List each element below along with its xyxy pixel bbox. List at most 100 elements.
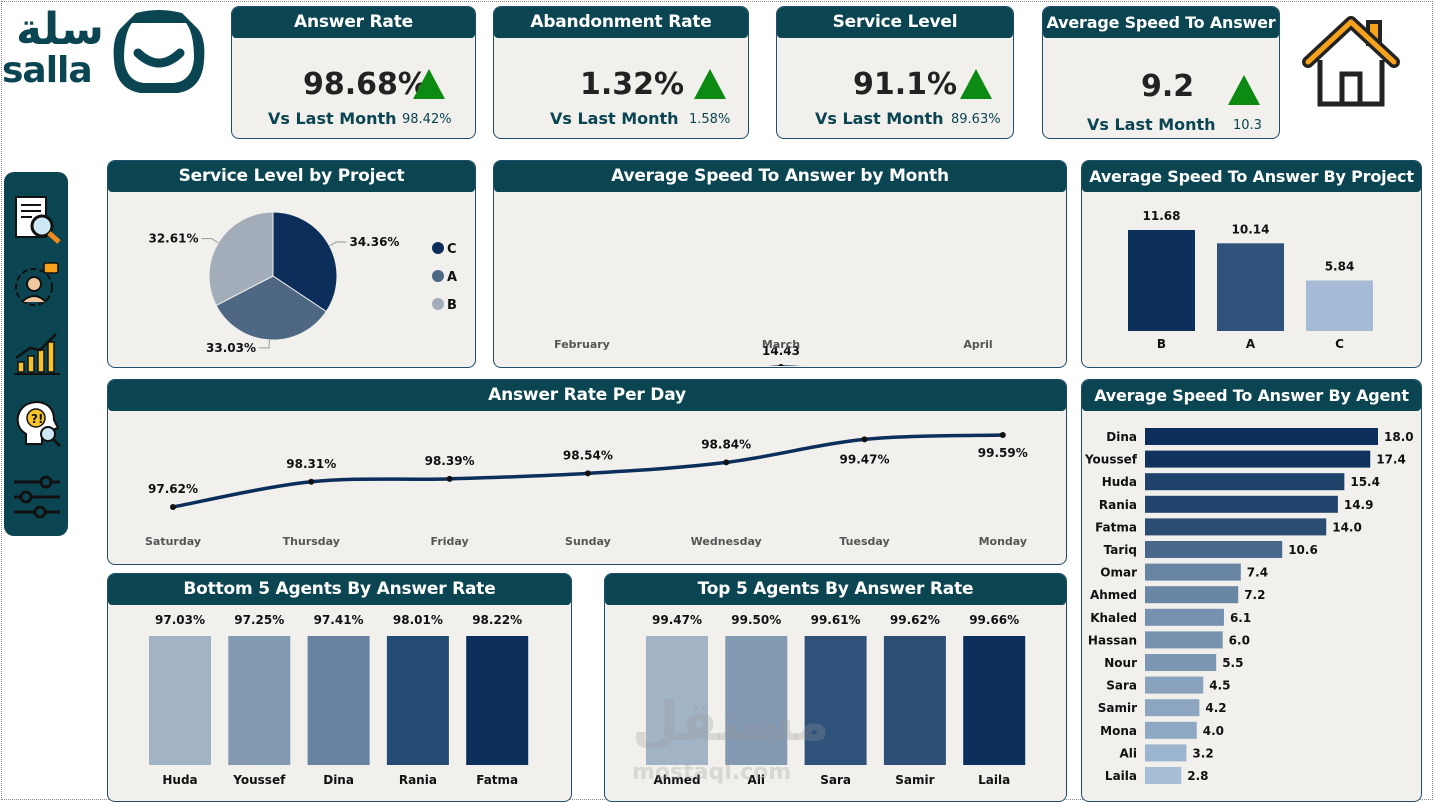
bar-value-label: 3.2 — [1192, 746, 1213, 760]
asa-by-agent-card: Average Speed To Answer By Agent Dina 18.… — [1081, 379, 1422, 802]
bar-value-label: 17.4 — [1376, 453, 1406, 467]
x-tick-label: Huda — [162, 773, 197, 787]
bar-tariq — [1145, 541, 1283, 558]
bar-dina — [1145, 428, 1378, 445]
y-tick-label: Samir — [1098, 701, 1137, 715]
legend-label: A — [447, 270, 457, 285]
watermark-latin: mostaql.com — [632, 760, 792, 785]
bar-chart-growth-icon[interactable] — [12, 328, 62, 378]
home-icon[interactable] — [1302, 14, 1400, 110]
x-tick-label: Sara — [820, 773, 851, 787]
kpi-value: 1.32% — [580, 67, 685, 102]
support-agent-icon[interactable] — [12, 260, 62, 310]
bar-huda — [1145, 473, 1345, 491]
x-tick-label: Saturday — [145, 535, 201, 548]
data-label: 14.43 — [762, 344, 800, 358]
data-point — [723, 459, 730, 466]
chart-title: Average Speed To Answer by Month — [494, 161, 1066, 192]
chart-title: Top 5 Agents By Answer Rate — [605, 574, 1066, 605]
bar-value-label: 6.1 — [1230, 611, 1251, 625]
x-tick-label: Thursday — [283, 535, 340, 548]
legend-marker-C — [432, 242, 444, 254]
bar-value-label: 99.61% — [811, 613, 861, 627]
x-tick-label: Wednesday — [691, 535, 762, 548]
bar-ahmed — [646, 636, 708, 765]
y-tick-label: Ahmed — [1090, 588, 1137, 602]
kpi-title: Service Level — [777, 7, 1013, 38]
data-point — [999, 432, 1006, 438]
data-label: 98.39% — [425, 454, 475, 468]
asa-by-month-card: Average Speed To Answer by Month 5.78Feb… — [493, 160, 1067, 368]
bar-chart: 11.68 B 10.14 A 5.84 C — [1128, 209, 1373, 351]
service-level-by-project-card: Service Level by Project 34.36% 33.03% 32.… — [107, 160, 476, 368]
x-tick-label: B — [1157, 337, 1166, 351]
bar-sara — [1145, 676, 1204, 694]
document-search-icon[interactable] — [12, 194, 62, 244]
question-head-icon[interactable]: ?! — [12, 398, 62, 448]
chart-title: Answer Rate Per Day — [108, 380, 1066, 411]
kpi-previous-value: 1.58% — [689, 112, 731, 127]
kpi-average-speed-card: Average Speed To Answer 9.2 Vs Last Mont… — [1042, 6, 1280, 139]
bar-value-label: 97.03% — [155, 613, 205, 627]
bar-value-label: 99.47% — [652, 613, 702, 627]
bar-ahmed — [1145, 586, 1239, 604]
x-tick-label: Tuesday — [839, 535, 889, 548]
data-point — [446, 475, 453, 482]
y-tick-label: Huda — [1102, 475, 1137, 489]
data-point — [584, 470, 591, 477]
y-tick-label: Tariq — [1104, 543, 1137, 557]
x-tick-label: Ali — [748, 773, 766, 787]
data-point — [308, 478, 315, 485]
kpi-subtitle: Vs Last Month — [815, 109, 944, 128]
data-label: 98.54% — [563, 448, 613, 462]
bar-youssef — [1145, 450, 1371, 468]
x-tick-label: Laila — [978, 773, 1010, 787]
horizontal-bar-chart: Dina 18.0 Youssef 17.4 Huda 15.4 Rania 14.9 Fatm… — [1084, 428, 1414, 784]
pie-slice-B — [208, 211, 274, 307]
kpi-value: 91.1% — [853, 67, 958, 102]
x-tick-label: February — [554, 338, 610, 351]
bar-value-label: 10.6 — [1288, 543, 1318, 557]
x-tick-label: Fatma — [476, 773, 518, 787]
logo-mark-icon — [113, 10, 205, 93]
pie-leader-line — [329, 241, 347, 247]
asa-by-project-card: Average Speed To Answer By Project 11.68… — [1081, 160, 1422, 368]
bar-huda — [149, 636, 211, 765]
kpi-title: Average Speed To Answer — [1043, 7, 1279, 38]
pie-value-label: 33.03% — [206, 341, 256, 355]
bar-fatma — [466, 636, 529, 765]
trend-up-icon — [413, 69, 445, 99]
bar-hassan — [1145, 631, 1223, 649]
bar-value-label: 11.68 — [1143, 209, 1181, 223]
trend-up-icon — [960, 69, 992, 99]
bar-value-label: 5.84 — [1325, 260, 1355, 274]
y-tick-label: Hassan — [1088, 633, 1137, 647]
x-tick-label: Sunday — [565, 535, 611, 548]
kpi-previous-value: 98.42% — [402, 112, 452, 127]
bar-A — [1217, 243, 1284, 331]
logo-latin-text: salla — [2, 50, 93, 91]
line-chart: 97.62% Saturday 98.31% Thursday 98.39% Friday… — [145, 432, 1028, 548]
legend-marker-A — [432, 270, 444, 282]
x-tick-label: C — [1335, 337, 1344, 351]
kpi-answer-rate-card: Answer Rate 98.68% Vs Last Month 98.42% — [231, 6, 476, 139]
logo-arabic-text: سلة — [16, 4, 104, 55]
bar-value-label: 14.0 — [1332, 520, 1362, 534]
legend-label: B — [447, 298, 457, 313]
line-chart: 5.78February14.43March7.05April — [554, 338, 993, 366]
x-tick-label: A — [1246, 337, 1256, 351]
x-tick-label: Samir — [895, 773, 934, 787]
bar-rania — [386, 636, 449, 765]
bar-value-label: 15.4 — [1350, 475, 1380, 489]
top-5-agents-card: Top 5 Agents By Answer Rate 99.47% Ahmed 9… — [604, 573, 1067, 802]
bar-samir — [883, 636, 946, 765]
bar-chart: 99.47% Ahmed 99.50% Ali 99.61% Sara 99.62% Sami… — [646, 613, 1026, 787]
bar-ali — [1145, 744, 1187, 762]
kpi-value: 9.2 — [1141, 69, 1195, 104]
chart-title: Service Level by Project — [108, 161, 475, 192]
sliders-icon[interactable] — [12, 472, 62, 522]
trend-up-icon — [1228, 75, 1260, 105]
y-tick-label: Omar — [1100, 566, 1137, 580]
kpi-title: Abandonment Rate — [494, 7, 748, 38]
data-point — [170, 504, 176, 510]
